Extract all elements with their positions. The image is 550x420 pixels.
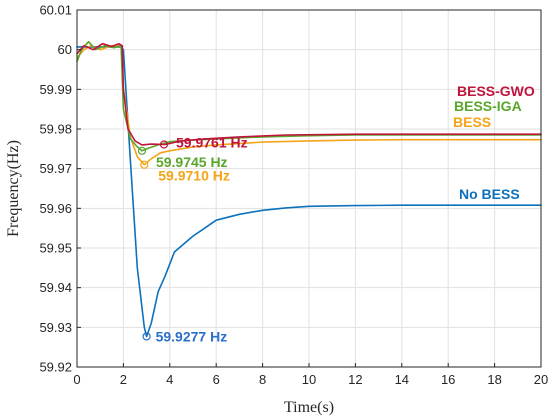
y-tick-label: 59.98 [39, 122, 72, 137]
x-tick-label: 0 [73, 372, 80, 387]
annotation-marker [140, 160, 149, 169]
series-line-no-bess [76, 46, 542, 338]
series-line-bess [76, 44, 542, 166]
y-tick-label: 59.97 [39, 161, 72, 176]
x-tick-label: 10 [302, 372, 316, 387]
legend-entry: BESS [453, 114, 491, 130]
x-tick-label: 2 [120, 372, 127, 387]
ticks: 0 2 4 6 8 10 12 14 16 18 20 59.92 59.93 59.94 59.95 59.… [39, 3, 548, 388]
series-line-bess-gwo [76, 42, 542, 146]
x-tick-label: 12 [348, 372, 362, 387]
x-tick-label: 14 [395, 372, 409, 387]
legend-entry: BESS-IGA [454, 98, 522, 114]
legend-entry: No BESS [459, 186, 520, 202]
series-layer [76, 40, 542, 338]
y-tick-label: 59.93 [39, 320, 72, 335]
x-tick-label: 20 [534, 372, 548, 387]
y-tick-label: 59.99 [39, 82, 72, 97]
x-tick-label: 8 [259, 372, 266, 387]
annotation-label: 59.9761 Hz [176, 134, 248, 150]
y-tick-label: 59.96 [39, 201, 72, 216]
annotation-marker [142, 332, 151, 341]
series-line-bess-iga [76, 40, 542, 152]
x-tick-label: 6 [213, 372, 220, 387]
y-axis-label: Frequency(Hz) [5, 140, 22, 237]
x-axis-label: Time(s) [284, 399, 334, 416]
annotation-marker [159, 140, 169, 149]
annotation-label: 59.9277 Hz [156, 328, 228, 344]
annotation-label: 59.9710 Hz [158, 168, 230, 184]
annotation-label: 59.9745 Hz [156, 154, 228, 170]
legend-entry: BESS-GWO [457, 83, 535, 99]
x-tick-label: 18 [487, 372, 501, 387]
y-tick-label: 59.94 [39, 280, 72, 295]
annotation-marker [137, 146, 147, 155]
y-tick-label: 59.95 [39, 241, 72, 256]
x-tick-label: 16 [441, 372, 455, 387]
y-tick-label: 59.92 [39, 360, 72, 375]
x-tick-label: 4 [166, 372, 173, 387]
y-tick-label: 60.01 [39, 3, 72, 18]
y-tick-label: 60 [58, 42, 72, 57]
